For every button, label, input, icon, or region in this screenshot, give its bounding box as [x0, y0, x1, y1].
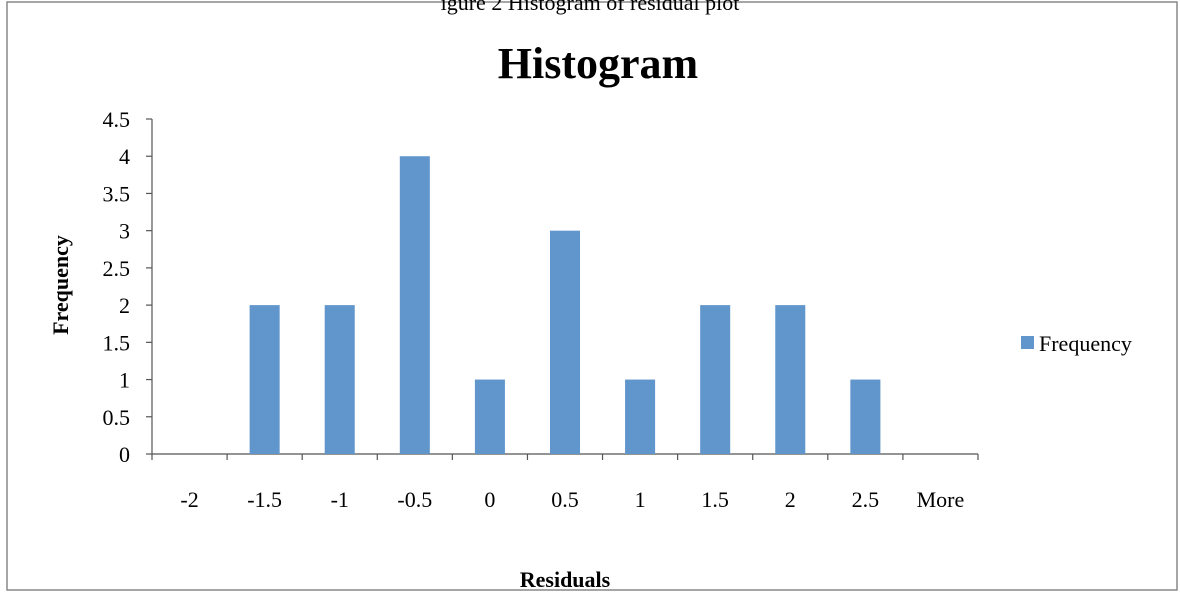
x-axis-title: Residuals — [520, 567, 611, 592]
y-tick-label: 3.5 — [103, 181, 131, 206]
x-tick-label: 2 — [785, 487, 796, 512]
caption-fragment: igure 2 Histogram of residual plot — [441, 0, 740, 15]
bar--0.5 — [399, 156, 430, 454]
x-tick-label: 2.5 — [852, 487, 880, 512]
chart-title: Histogram — [498, 39, 698, 88]
bars — [249, 156, 881, 454]
bar--1 — [324, 305, 355, 454]
x-tick-label: 1.5 — [701, 487, 729, 512]
x-tick-label: -1 — [331, 487, 349, 512]
legend-label: Frequency — [1039, 331, 1132, 356]
y-tick-label: 0.5 — [103, 405, 131, 430]
x-tick-label: 0 — [484, 487, 495, 512]
y-tick-label: 2 — [119, 293, 130, 318]
bar-2.5 — [850, 379, 881, 454]
x-tick-label: 1 — [635, 487, 646, 512]
x-tick-label: -0.5 — [397, 487, 432, 512]
x-tick-label: More — [917, 487, 965, 512]
bar-1.5 — [700, 305, 731, 454]
y-axis: 0 0.5 1 1.5 2 2.5 3 3.5 4 4.5 — [103, 107, 153, 467]
chart-border — [6, 1, 1178, 591]
y-tick-label: 1.5 — [103, 330, 131, 355]
y-tick-label: 1 — [119, 368, 130, 393]
legend-swatch — [1021, 336, 1034, 349]
y-tick-label: 3 — [119, 219, 130, 244]
bar-0 — [474, 379, 505, 454]
legend: Frequency — [1021, 331, 1132, 356]
y-axis-title: Frequency — [48, 235, 73, 335]
y-tick-label: 4 — [119, 144, 130, 169]
bar-0.5 — [549, 230, 581, 454]
y-tick-label: 4.5 — [103, 107, 131, 132]
x-tick-label: -1.5 — [247, 487, 282, 512]
bar-2 — [775, 305, 806, 454]
y-tick-label: 0 — [119, 442, 130, 467]
x-tick-label: -2 — [180, 487, 198, 512]
bar--1.5 — [249, 305, 280, 454]
y-tick-label: 2.5 — [103, 256, 131, 281]
x-tick-label: 0.5 — [551, 487, 579, 512]
bar-1 — [625, 379, 656, 454]
